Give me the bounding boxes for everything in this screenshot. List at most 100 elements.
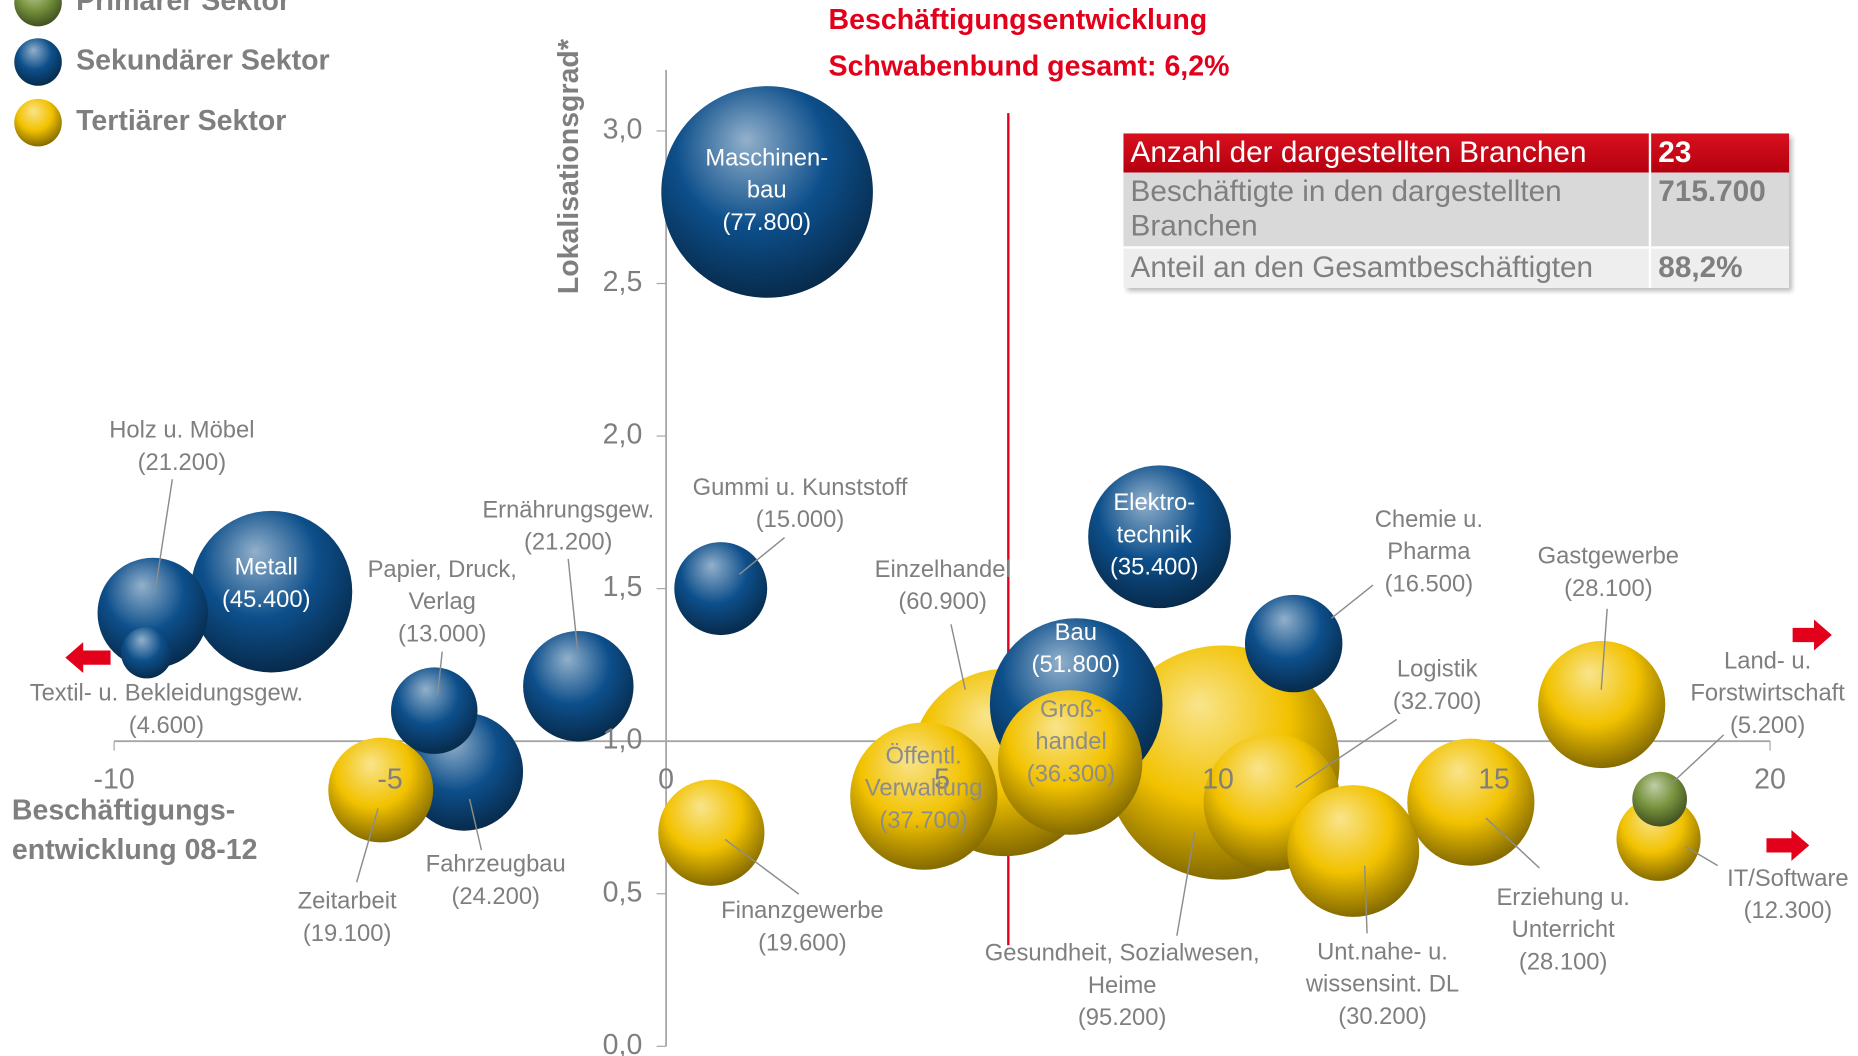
y-axis-title: Lokalisationsgrad* — [553, 38, 585, 294]
bubble-value-label: (95.200) — [1078, 1004, 1167, 1031]
table-cell: Anzahl der dargestellten Branchen — [1123, 133, 1650, 173]
x-axis-title: Beschäftigungs- — [12, 795, 235, 827]
bubble-label: Gesundheit, Sozialwesen, Heime — [985, 940, 1260, 999]
y-tick-label: 0,5 — [603, 876, 643, 908]
bubble — [1407, 738, 1535, 866]
legend-marker — [14, 0, 62, 27]
x-tick-label: 0 — [658, 764, 674, 796]
bubble-value-label: (16.500) — [1385, 570, 1474, 597]
bubble — [850, 722, 998, 870]
bubble — [120, 626, 173, 679]
bubble-value-label: (21.200) — [524, 529, 613, 556]
x-tick-label: -10 — [94, 764, 135, 796]
bubble-label: Maschinen-bau — [705, 145, 828, 204]
leader-line — [567, 558, 579, 652]
y-tick-label: 1,0 — [603, 724, 643, 756]
bubble-value-label: (12.300) — [1744, 897, 1833, 924]
bubble-label: Finanzgewerbe — [721, 897, 884, 924]
bubble — [391, 667, 478, 754]
bubble — [658, 779, 765, 886]
bubble-label: Textil- u. Bekleidungsgew. — [30, 680, 303, 707]
leader-line — [355, 808, 379, 883]
annotation: Schwabenbund gesamt: 6,2% — [829, 50, 1230, 82]
bubble-label: Gummi u. Kunststoff — [693, 474, 908, 501]
x-tick-label: 20 — [1754, 764, 1786, 796]
bubble-label: Ernährungsgew. — [482, 497, 654, 524]
bubble — [1632, 771, 1687, 827]
bubble — [523, 631, 634, 742]
y-tick-label: 0,0 — [603, 1029, 643, 1056]
leader-line — [1330, 584, 1374, 619]
bubble-value-label: (28.100) — [1519, 948, 1608, 975]
bubble — [1287, 785, 1420, 917]
bubble — [661, 86, 873, 298]
bubble-value-label: (13.000) — [398, 620, 487, 647]
bubble-value-label: (30.200) — [1338, 1003, 1427, 1030]
bubble-label: IT/Software — [1727, 865, 1849, 892]
table-cell: Anteil an den Gesamtbeschäftigten — [1123, 247, 1650, 288]
leader-line — [436, 651, 443, 696]
bubble — [190, 510, 353, 673]
leader-line — [1600, 608, 1608, 690]
bubble-label: Erziehung u. Unterricht — [1496, 884, 1629, 943]
bubble-label: Öffentl. Verwaltung — [865, 743, 983, 802]
table-row: Beschäftigte in den dargestellten Branch… — [1123, 172, 1790, 249]
leader-line — [724, 838, 800, 895]
leader-line — [1669, 734, 1725, 786]
bubble-value-label: (15.000) — [756, 506, 845, 533]
table: Anzahl der dargestellten Branchen 23 Besc… — [1123, 133, 1790, 288]
x-tick-label: 15 — [1478, 764, 1510, 796]
bubble — [674, 542, 768, 636]
bubble — [1088, 465, 1231, 609]
legend-label: Tertiärer Sektor — [76, 105, 286, 137]
labels: -10 -5 0 5 10 15 20 0,0 0,5 1,0 1,5 2,0 2,5 3,0 Land- … — [30, 113, 1849, 1056]
leader-line — [153, 479, 174, 595]
bubble — [1538, 640, 1666, 769]
x-tick-label: 5 — [934, 764, 950, 796]
y-tick-label: 2,5 — [603, 266, 643, 298]
y-tick-label: 1,5 — [603, 571, 643, 603]
bubble-label: Elektro-technik — [1113, 490, 1195, 549]
bubble-label: Chemie u. Pharma — [1375, 506, 1483, 565]
leader-line — [1485, 817, 1540, 869]
bubble-value-label: (24.200) — [451, 883, 540, 910]
bubble-label: Zeitarbeit — [298, 888, 397, 915]
bubble-value-label: (19.100) — [303, 920, 392, 947]
table-wrap: Anzahl der dargestellten Branchen 23 Besc… — [1123, 133, 1801, 288]
y-tick-label: 2,0 — [603, 419, 643, 451]
bubble-value-label: (77.800) — [722, 209, 811, 236]
bubbles — [97, 86, 1701, 917]
arrow-right — [1792, 619, 1832, 651]
bubble-label: Metall — [235, 554, 298, 581]
leader-line — [468, 798, 483, 851]
bubble-label: Unt.nahe- u. wissensint. DL — [1305, 939, 1459, 998]
legend-marker — [14, 38, 62, 86]
leader-line — [1363, 865, 1368, 934]
bubble-label: Gastgewerbe — [1538, 543, 1679, 570]
leader-line — [1685, 845, 1719, 867]
legend: Primärer Sektor Sekundärer Sektor Tertiäre… — [14, 0, 330, 147]
bubble-value-label: (19.600) — [758, 929, 847, 956]
bubble — [1244, 594, 1343, 693]
bubble-label: Logistik — [1397, 656, 1478, 683]
y-tick-label: 3,0 — [603, 113, 643, 145]
bubble-value-label: (35.400) — [1110, 554, 1199, 581]
legend-label: Primärer Sektor — [76, 0, 290, 17]
x-tick-label: 10 — [1202, 764, 1234, 796]
bubble-label: Holz u. Möbel — [109, 417, 254, 444]
bubble-label: Land- u. Forstwirtschaft — [1690, 648, 1845, 707]
legend-label: Sekundärer Sektor — [76, 45, 330, 77]
bubble-label: Papier, Druck, Verlag — [368, 556, 517, 615]
bubble-value-label: (51.800) — [1032, 651, 1121, 678]
x-axis-title: entwicklung 08-12 — [12, 834, 258, 866]
table-cell: 23 — [1648, 133, 1790, 173]
leader-line — [950, 624, 966, 690]
bubble-label: Bau — [1055, 619, 1097, 646]
bubble-value-label: (21.200) — [138, 449, 227, 476]
bubble — [328, 737, 434, 843]
leader-line — [738, 536, 786, 575]
table-container: Anzahl der dargestellten Branchen 23 Besc… — [1123, 133, 1801, 288]
annotation: Beschäftigungsentwicklung — [829, 4, 1208, 36]
